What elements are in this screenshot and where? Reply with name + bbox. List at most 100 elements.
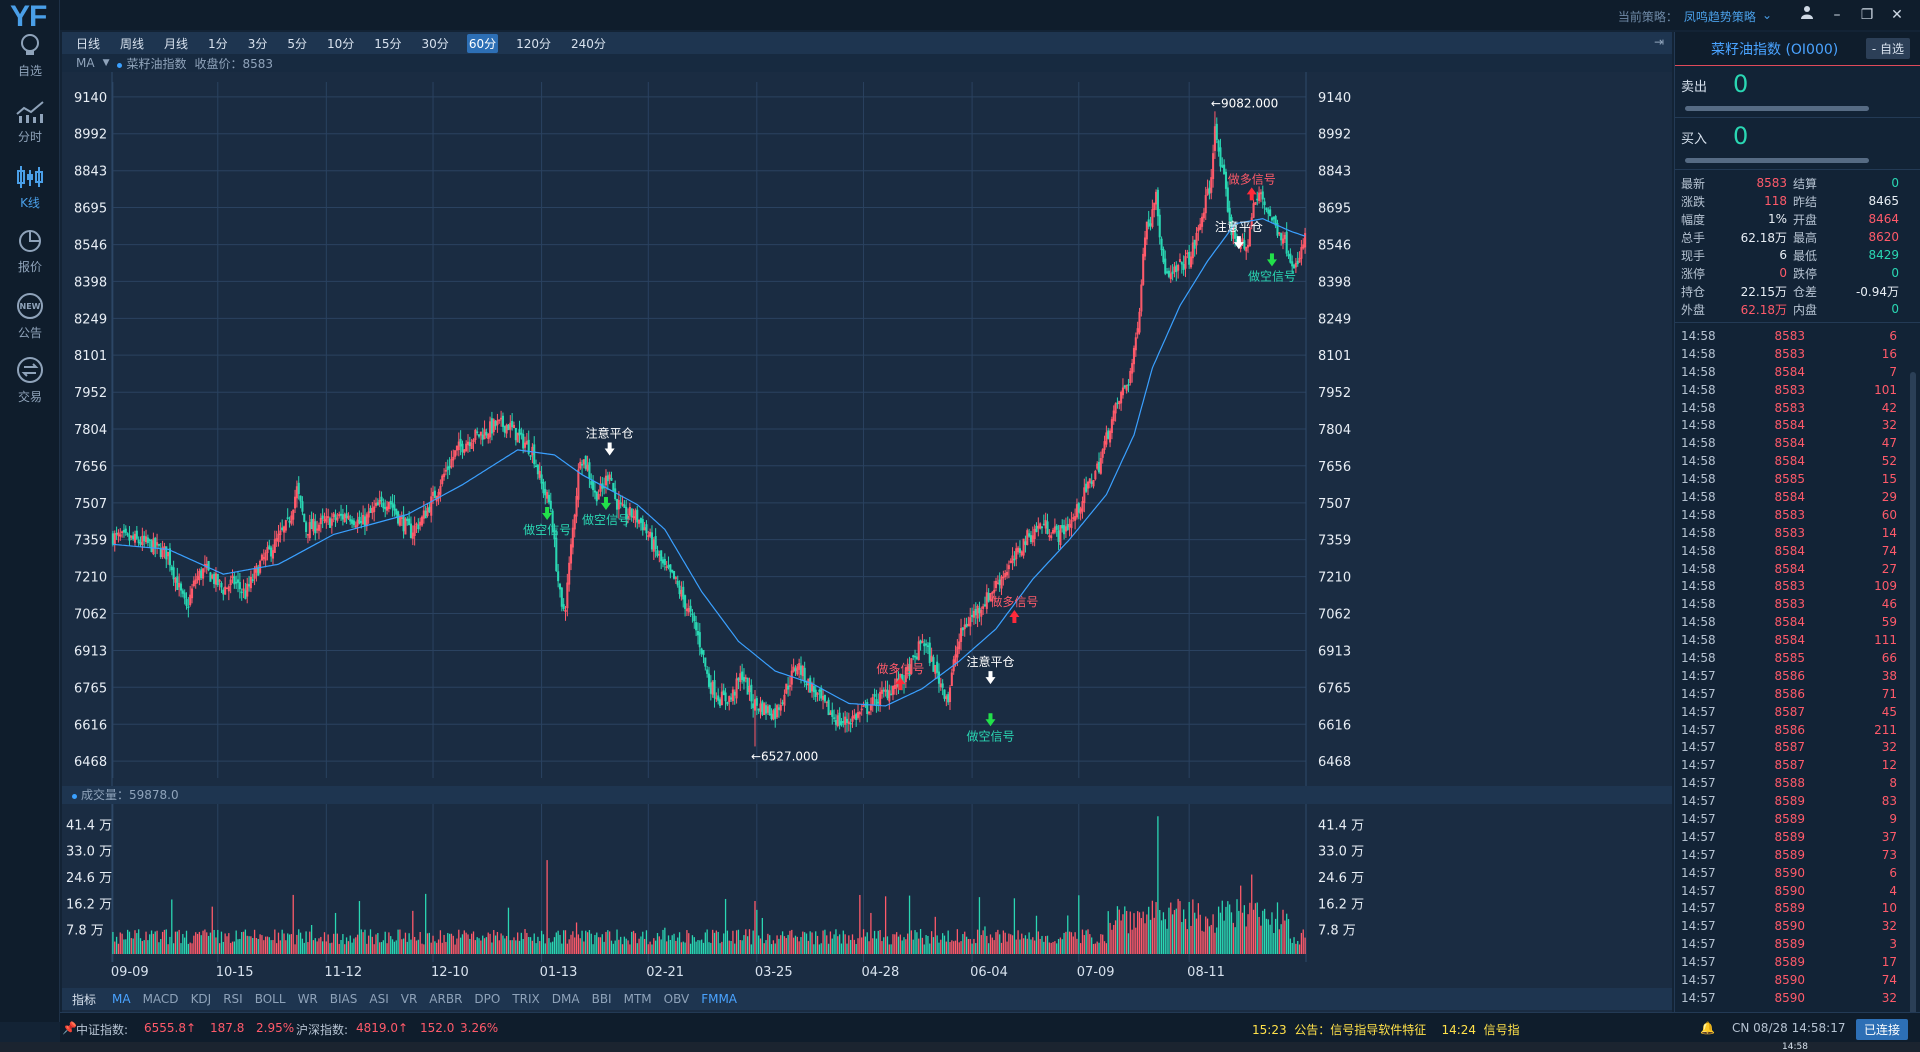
volume-bar <box>1262 910 1264 954</box>
volume-bar <box>781 931 784 954</box>
period-tab[interactable]: 5分 <box>287 36 307 51</box>
collapse-icon[interactable]: ⇥ <box>1653 35 1664 49</box>
period-tab[interactable]: 周线 <box>120 36 145 51</box>
sidebar-item-announcements[interactable]: NEW 公告 <box>0 292 60 341</box>
period-tab[interactable]: 10分 <box>326 36 355 51</box>
period-tab[interactable]: 60分 <box>466 33 499 53</box>
period-tab[interactable]: 240分 <box>571 36 606 51</box>
sidebar-item-kline[interactable]: K线 <box>0 164 60 211</box>
volume-bar <box>143 940 145 954</box>
candle-body <box>1186 252 1189 255</box>
volume-bar <box>621 944 624 954</box>
indicator-tab[interactable]: BOLL <box>254 992 286 1006</box>
volume-bar <box>165 929 167 954</box>
tick-list[interactable]: 14:58 8583 6 14:58 8583 16 14:58 8584 7 14:58 8583… <box>1675 323 1920 1007</box>
volume-bar <box>655 940 657 954</box>
candle-body <box>343 514 346 523</box>
volume-bar <box>726 930 729 954</box>
volume-bar <box>355 937 357 954</box>
tick-scrollbar[interactable] <box>1910 372 1916 1022</box>
candle-body <box>612 482 615 491</box>
tick-qty: 66 <box>1881 650 1897 665</box>
user-icon[interactable] <box>1796 5 1818 25</box>
period-tab[interactable]: 月线 <box>164 36 189 51</box>
strategy-selector[interactable]: 当前策略： 凤鸣趋势策略 ⌄ <box>1618 8 1772 25</box>
minimize-icon[interactable]: – <box>1833 7 1841 23</box>
indicator-tab[interactable]: MA <box>112 992 131 1006</box>
volume-bar <box>890 944 892 954</box>
indicator-tab[interactable]: FMMA <box>701 992 738 1006</box>
sidebar-item-quotes[interactable]: 报价 <box>0 228 60 275</box>
restore-icon[interactable]: ❐ <box>1860 7 1874 23</box>
sidebar-item-timeshare[interactable]: 分时 <box>0 98 60 145</box>
announcement-ticker[interactable]: 15:23 公告：信号指导软件特征 14:24 信号指 <box>1252 1023 1520 1037</box>
indicator-tab[interactable]: TRIX <box>512 992 540 1006</box>
indicator-tab[interactable]: DMA <box>551 992 580 1006</box>
period-tab[interactable]: 120分 <box>516 36 551 51</box>
remove-favorite-button[interactable]: - 自选 <box>1865 38 1910 59</box>
volume-bar <box>419 931 421 954</box>
candle-body <box>417 524 420 530</box>
close-icon[interactable]: ✕ <box>1891 7 1903 23</box>
volume-bar <box>1155 902 1157 954</box>
indicator-tab[interactable]: ASI <box>369 992 389 1006</box>
volume-bar <box>310 924 313 954</box>
volume-chart[interactable]: 41.4 万 41.4 万33.0 万 33.0 万24.6 万 24.6 万16.2… <box>62 804 1672 962</box>
indicator-tab[interactable]: BBI <box>591 992 612 1006</box>
indicator-tab[interactable]: KDJ <box>190 992 212 1006</box>
volume-bar <box>899 934 901 954</box>
indicator-tab[interactable]: 指标 <box>72 992 97 1007</box>
volume-bar <box>139 938 142 954</box>
period-tab[interactable]: 30分 <box>421 36 449 51</box>
volume-bar <box>298 929 300 954</box>
candle-body <box>961 627 964 631</box>
volume-bar <box>447 933 449 954</box>
indicator-tab[interactable]: MTM <box>623 992 652 1006</box>
tick-time: 14:58 <box>1681 561 1716 576</box>
period-tab[interactable]: 15分 <box>374 36 402 51</box>
candle-body <box>724 692 727 702</box>
candle-body <box>1094 470 1097 480</box>
ma-dropdown[interactable]: MA <box>76 56 95 70</box>
volume-bar <box>835 929 837 954</box>
volume-bar <box>984 926 986 954</box>
volume-bar <box>842 930 844 954</box>
volume-bar <box>566 943 568 954</box>
tick-time: 14:57 <box>1681 847 1716 862</box>
candle-body <box>669 564 672 572</box>
indicator-tab[interactable]: DPO <box>474 992 501 1006</box>
period-tab[interactable]: 日线 <box>76 36 101 51</box>
period-tab[interactable]: 3分 <box>247 36 268 51</box>
candle-body <box>816 692 819 695</box>
volume-bar <box>1179 901 1181 954</box>
candle-body <box>619 502 622 505</box>
candle-body <box>1289 253 1292 263</box>
indicator-tab[interactable]: WR <box>297 992 318 1006</box>
indicator-tab[interactable]: VR <box>400 992 418 1006</box>
indicator-tab[interactable]: ARBR <box>429 992 463 1006</box>
candle-body <box>809 677 812 693</box>
indicator-tab[interactable]: OBV <box>663 992 690 1006</box>
sidebar-item-trade[interactable]: 交易 <box>0 356 60 405</box>
candle-body <box>1090 481 1093 485</box>
volume-bar <box>1245 926 1247 954</box>
volume-bar <box>299 932 302 954</box>
volume-bar <box>331 942 333 954</box>
indicator-tab[interactable]: MACD <box>142 992 179 1006</box>
period-tab[interactable]: 1分 <box>208 36 228 51</box>
line-chart-icon <box>16 101 44 123</box>
candle-body <box>665 566 668 568</box>
candle-body <box>178 582 181 588</box>
candle-body <box>351 519 354 524</box>
indicator-tab[interactable]: BIAS <box>329 992 358 1006</box>
volume-bar <box>850 939 852 954</box>
indicator-tab[interactable]: RSI <box>223 992 243 1006</box>
candle-body <box>382 502 385 509</box>
bell-icon[interactable]: 🔔 <box>1700 1021 1715 1035</box>
sidebar-item-watchlist[interactable]: 自选 <box>0 32 60 79</box>
volume-bar <box>443 934 445 954</box>
volume-bar <box>1267 919 1269 954</box>
volume-bar <box>1138 912 1141 954</box>
candle-body <box>1250 217 1253 226</box>
